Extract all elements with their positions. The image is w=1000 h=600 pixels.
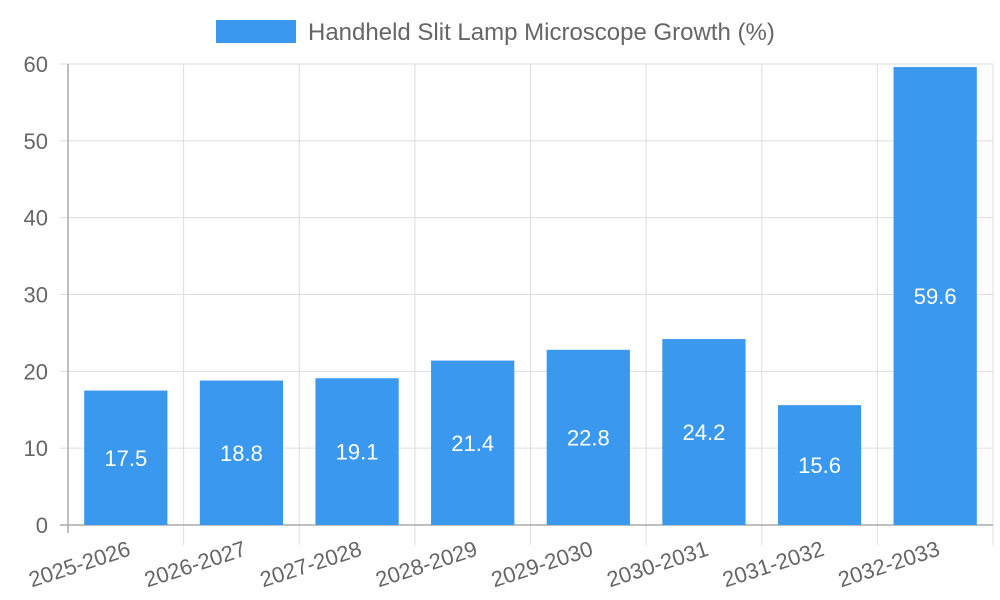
y-tick-label: 60 bbox=[24, 52, 48, 77]
x-tick-label: 2027-2028 bbox=[257, 536, 365, 592]
x-tick-label: 2026-2027 bbox=[141, 536, 249, 592]
bar-value-label: 59.6 bbox=[914, 284, 957, 309]
bar[interactable] bbox=[431, 360, 515, 525]
bar-value-label: 22.8 bbox=[567, 425, 610, 450]
bar-value-label: 19.1 bbox=[336, 440, 379, 465]
data-labels: 17.5 18.8 19.1 21.4 22.8 24.2 15.6 59.6 bbox=[104, 284, 956, 478]
bar-value-label: 15.6 bbox=[798, 453, 841, 478]
y-tick-label: 50 bbox=[24, 129, 48, 154]
x-tick-label: 2031-2032 bbox=[719, 536, 827, 592]
x-tick-label: 2030-2031 bbox=[604, 536, 712, 592]
bar[interactable] bbox=[315, 378, 399, 525]
bar[interactable] bbox=[777, 405, 862, 525]
x-tick-label: 2028-2029 bbox=[372, 536, 480, 592]
bar-value-label: 24.2 bbox=[683, 420, 726, 445]
bar-value-label: 17.5 bbox=[104, 446, 147, 471]
x-tick-label: 2032-2033 bbox=[835, 536, 943, 592]
bar[interactable] bbox=[546, 349, 630, 525]
y-tick-label: 20 bbox=[24, 359, 48, 384]
bar[interactable] bbox=[893, 67, 977, 525]
bar[interactable] bbox=[84, 390, 168, 525]
legend-swatch[interactable] bbox=[216, 20, 296, 43]
x-tick-label: 2025-2026 bbox=[26, 536, 134, 592]
bar-value-label: 21.4 bbox=[451, 431, 494, 456]
bar[interactable] bbox=[199, 380, 284, 525]
y-tick-label: 10 bbox=[24, 436, 48, 461]
y-tick-label: 0 bbox=[36, 513, 48, 538]
x-tick-label: 2029-2030 bbox=[488, 536, 596, 592]
y-tick-label: 30 bbox=[24, 283, 48, 308]
bars bbox=[84, 67, 977, 525]
bar[interactable] bbox=[662, 339, 746, 525]
y-tick-label: 40 bbox=[24, 206, 48, 231]
bar-value-label: 18.8 bbox=[220, 441, 263, 466]
legend[interactable]: Handheld Slit Lamp Microscope Growth (%) bbox=[216, 19, 775, 46]
legend-label[interactable]: Handheld Slit Lamp Microscope Growth (%) bbox=[308, 19, 775, 46]
